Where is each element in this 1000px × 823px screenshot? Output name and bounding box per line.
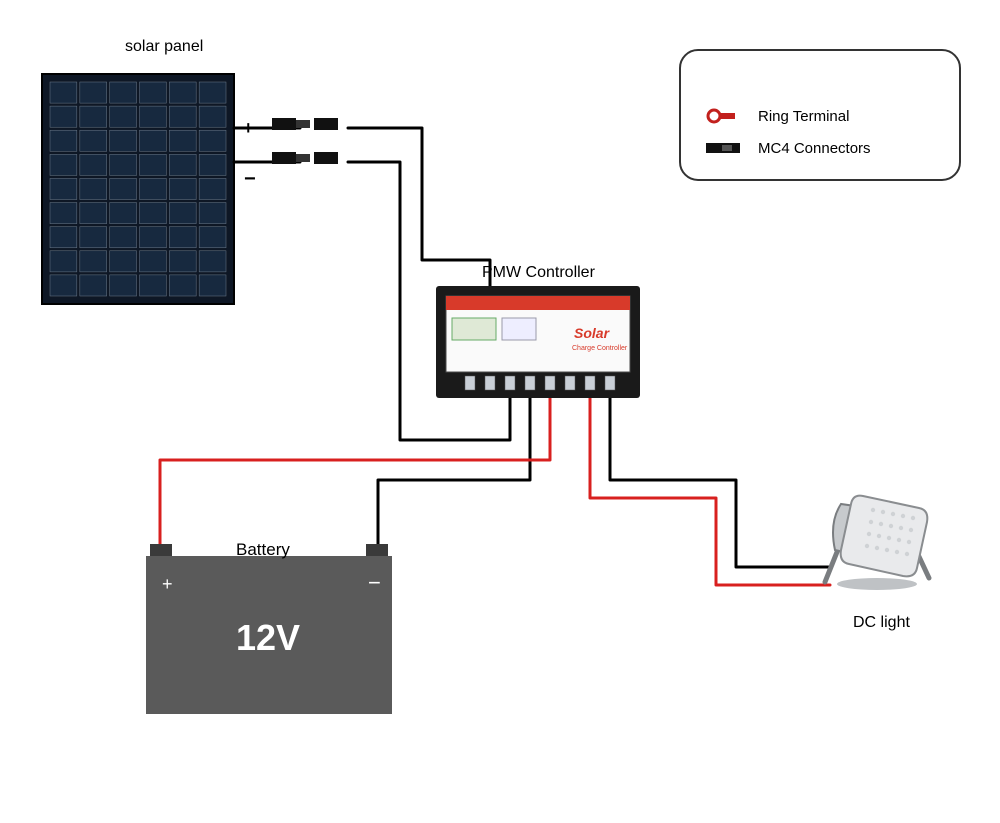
battery-voltage: 12V [236, 617, 300, 658]
mc4-connector [272, 152, 338, 164]
mc4-connector [272, 118, 338, 130]
dc-light [825, 496, 929, 590]
label-dc-light: DC light [853, 614, 910, 632]
svg-text:Charge Controller: Charge Controller [572, 345, 628, 352]
panel-terminal-plus: + [243, 118, 254, 139]
panel-terminal-minus: − [244, 168, 256, 191]
controller-brand: Solar [574, 325, 611, 341]
diagram-svg: Ring Terminal MC4 Connectors Solar Charge C… [0, 0, 1000, 823]
battery-plus: + [162, 574, 173, 594]
legend-item-label: MC4 Connectors [758, 140, 871, 157]
legend-item-label: Ring Terminal [758, 108, 849, 125]
diagram-stage: Ring Terminal MC4 Connectors Solar Charge C… [0, 0, 1000, 823]
label-solar-panel: solar panel [125, 38, 203, 56]
battery-minus: − [368, 570, 381, 595]
label-pmw-controller: PMW Controller [482, 264, 595, 282]
label-battery: Battery [236, 540, 290, 560]
